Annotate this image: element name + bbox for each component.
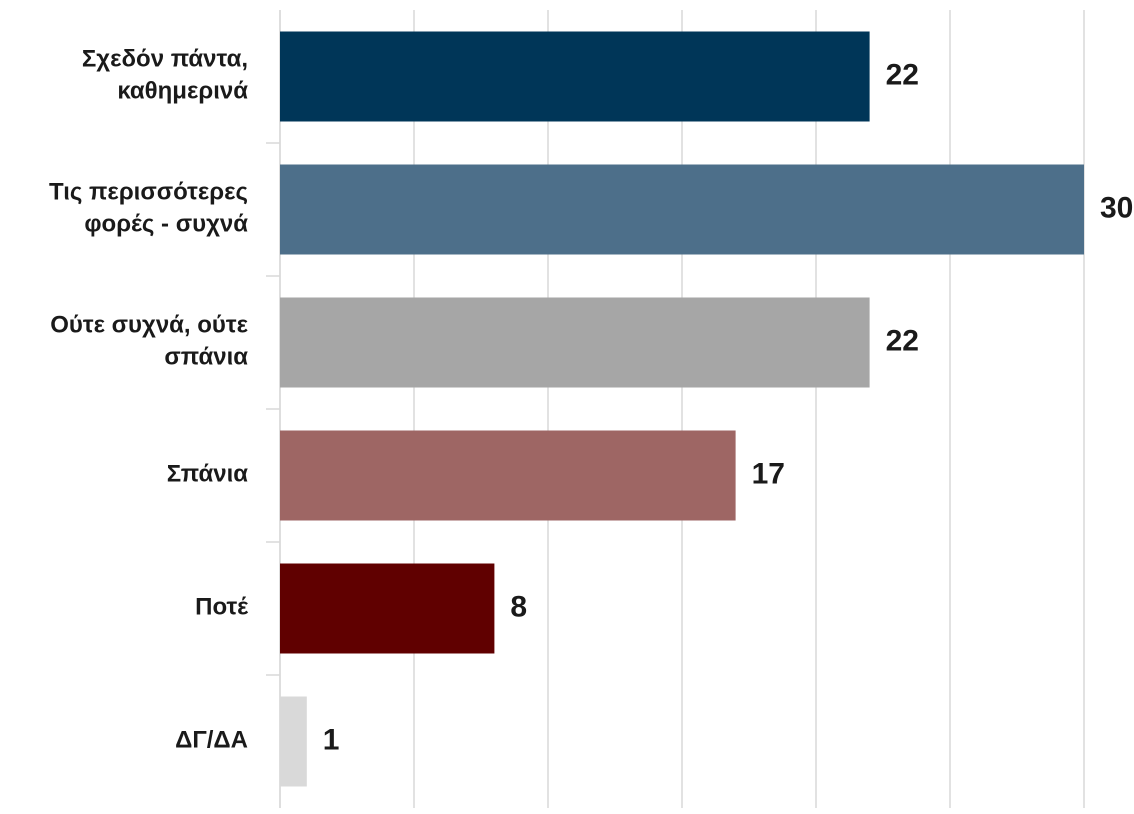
value-label: 17 [752, 457, 785, 490]
value-label: 22 [886, 58, 919, 91]
bar [280, 297, 870, 388]
bar [280, 563, 495, 654]
bar [280, 430, 736, 521]
category-label: Σχεδόν πάντα, καθημερινά [82, 46, 248, 105]
category-label: Σπάνια [167, 461, 248, 488]
value-label: 30 [1100, 191, 1133, 224]
value-label: 1 [323, 723, 340, 756]
bar [280, 31, 870, 122]
category-label: Τις περισσότερες φορές - συχνά [49, 179, 248, 238]
value-label: 22 [886, 324, 919, 357]
value-label: 8 [510, 590, 527, 623]
category-label: Ούτε συχνά, ούτε σπάνια [50, 312, 248, 371]
category-label: ΔΓ/ΔΑ [175, 727, 248, 754]
bar [280, 164, 1084, 255]
category-label: Ποτέ [195, 594, 248, 621]
bar [280, 696, 307, 787]
